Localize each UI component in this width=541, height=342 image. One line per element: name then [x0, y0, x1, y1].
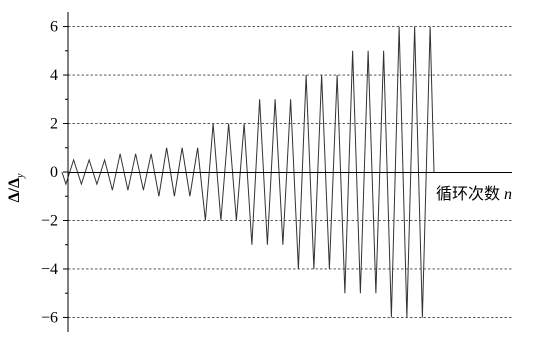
axes [67, 12, 512, 332]
y-tick-label-6: 6 [50, 19, 58, 36]
x-axis-title-variable: n [504, 186, 512, 203]
y-tick-label-4: 2 [50, 116, 58, 133]
y-tick-label-1: −4 [41, 261, 58, 278]
y-tick-label-0: −6 [41, 309, 58, 326]
y-ticks: −6 −4 −2 0 2 4 6 [41, 19, 68, 326]
y-tick-label-5: 4 [50, 67, 58, 84]
y-tick-label-2: −2 [41, 212, 58, 229]
y-axis-title-subscript: y [15, 173, 26, 179]
series-group [61, 26, 435, 318]
x-axis-title-main: 循环次数 [436, 185, 500, 203]
y-tick-label-3: 0 [50, 164, 58, 181]
grid-lines [68, 26, 512, 318]
y-axis-title: Δ/Δy [6, 173, 26, 203]
y-axis-title-main: Δ/Δ [6, 178, 23, 203]
x-axis-title: 循环次数 n [436, 185, 512, 203]
displacement-series-line [61, 26, 435, 318]
